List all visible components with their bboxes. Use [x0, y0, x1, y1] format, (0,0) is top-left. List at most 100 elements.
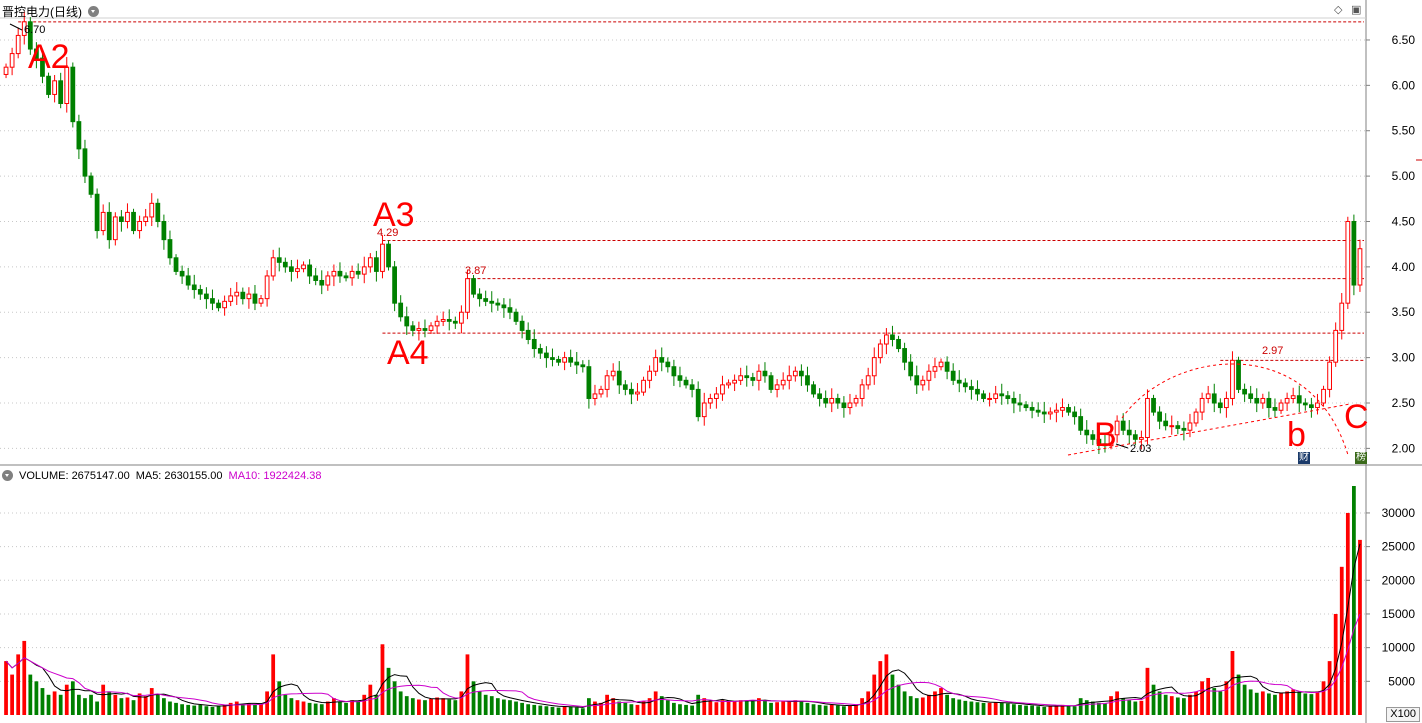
- candle-body: [604, 375, 610, 390]
- candle-body: [1284, 397, 1290, 404]
- volume-bar: [1224, 681, 1229, 715]
- candle-body: [15, 34, 21, 55]
- candle-body: [3, 66, 9, 75]
- candle-body: [185, 275, 191, 286]
- candle-body: [386, 243, 391, 268]
- candle-body: [853, 397, 859, 404]
- volume-bar: [848, 705, 852, 715]
- candle-body: [88, 175, 94, 195]
- candle-body: [944, 361, 950, 372]
- window-toggle-icon[interactable]: ▣: [1351, 4, 1362, 16]
- volume-bar: [508, 700, 512, 715]
- candle-body: [82, 148, 88, 177]
- volume-bar: [829, 704, 834, 715]
- candle-body: [1096, 438, 1102, 445]
- volume-bar: [374, 694, 379, 715]
- candle-body: [1205, 393, 1211, 399]
- candle-body: [459, 311, 464, 324]
- candle-body: [222, 300, 227, 309]
- candle-body: [1102, 443, 1108, 447]
- volume-bar: [562, 706, 567, 715]
- finance-badge[interactable]: 财: [1298, 452, 1310, 464]
- candle-body: [792, 370, 798, 377]
- volume-bar: [1279, 692, 1283, 715]
- volume-bar: [453, 700, 458, 715]
- candle-body: [1236, 359, 1241, 390]
- candle-body: [1193, 411, 1199, 424]
- candle-body: [1199, 397, 1205, 413]
- volume-bar: [1212, 688, 1217, 715]
- candle-body: [598, 388, 604, 395]
- volume-bar: [957, 699, 962, 715]
- rank-badge[interactable]: 榜: [1355, 452, 1367, 464]
- candle-body: [507, 307, 513, 313]
- volume-bar: [459, 691, 464, 715]
- candle-body: [1357, 248, 1363, 286]
- candle-body: [877, 343, 883, 359]
- volume-bar: [1236, 674, 1241, 715]
- candle-body: [179, 270, 185, 277]
- candle-body: [1242, 388, 1247, 395]
- wave-label: C: [1344, 398, 1369, 436]
- price-tick-label: 3.50: [1392, 305, 1416, 319]
- candle-body: [653, 357, 659, 372]
- candle-body: [1224, 397, 1229, 409]
- candle-body: [689, 384, 695, 390]
- candle-body: [671, 366, 677, 377]
- diamond-icon[interactable]: ◇: [1334, 4, 1343, 16]
- volume-bar: [502, 699, 506, 715]
- candle-body: [695, 388, 701, 418]
- volume-bar: [46, 694, 51, 715]
- volume-bar: [750, 701, 755, 715]
- volume-bar: [1206, 677, 1211, 715]
- volume-bar: [817, 704, 822, 715]
- volume-bar: [319, 704, 324, 715]
- candle-body: [987, 397, 992, 400]
- candle-body: [750, 377, 756, 381]
- volume-bar: [325, 701, 330, 715]
- candle-body: [1151, 397, 1156, 413]
- volume-bar: [860, 698, 864, 715]
- volume-bar: [210, 706, 215, 715]
- price-mark: 2.03: [1130, 443, 1151, 455]
- candle-body: [301, 264, 306, 270]
- candle-body: [1120, 420, 1126, 431]
- volume-bar: [301, 701, 306, 715]
- volume-bar: [757, 698, 761, 715]
- volume-bar: [1115, 691, 1119, 715]
- volume-bar: [927, 694, 931, 715]
- candle-body: [125, 211, 130, 222]
- candle-body: [1139, 436, 1144, 440]
- volume-dropdown-icon[interactable]: [2, 470, 13, 481]
- volume-bar: [975, 702, 980, 715]
- volume-bar: [623, 702, 628, 715]
- candle-body: [1187, 422, 1193, 431]
- volume-bar: [580, 708, 585, 715]
- candle-body: [483, 298, 489, 302]
- volume-bar: [113, 694, 118, 715]
- volume-bar: [963, 700, 968, 715]
- volume-bar: [726, 700, 731, 715]
- candle-body: [167, 239, 173, 259]
- candle-body: [586, 366, 592, 399]
- volume-bar: [908, 696, 913, 715]
- candle-body: [331, 270, 337, 277]
- volume-bar: [605, 694, 609, 715]
- candle-body: [149, 202, 155, 218]
- dropdown-icon[interactable]: [88, 6, 99, 17]
- candle-body: [276, 257, 282, 263]
- volume-bar: [696, 694, 701, 715]
- candle-body: [155, 202, 161, 222]
- volume-bar: [180, 704, 184, 715]
- candle-body: [1278, 402, 1284, 411]
- candle-body: [647, 370, 652, 381]
- candle-body: [926, 370, 932, 381]
- candle-body: [714, 393, 719, 399]
- volume-bar: [216, 706, 221, 715]
- volume-bar: [520, 702, 524, 715]
- candle-body: [768, 375, 774, 390]
- volume-bar: [593, 701, 597, 715]
- candle-body: [1296, 395, 1302, 404]
- candle-body: [1321, 388, 1326, 404]
